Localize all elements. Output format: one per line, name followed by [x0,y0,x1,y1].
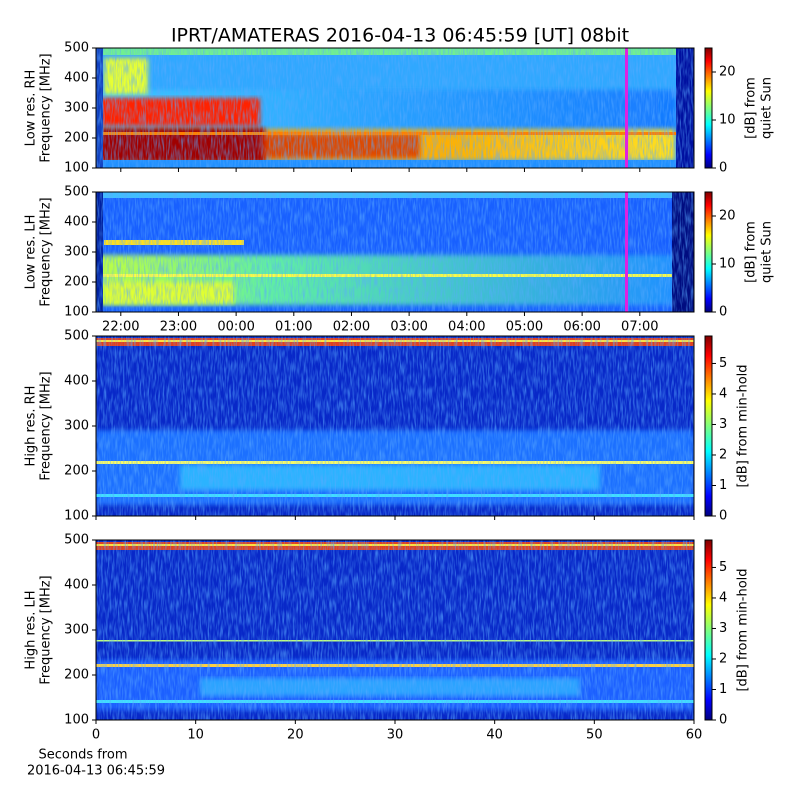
y-tick-label: 500 [64,329,89,344]
colorbar [704,539,713,721]
colorbar-tick-label: 20 [719,209,736,224]
y-axis-label: Frequency [MHz] [39,575,54,684]
colorbar-label: [dB] from min-hold [736,364,751,487]
colorbar-tick-label: 10 [719,257,736,272]
y-tick-label: 200 [64,668,89,683]
x-tick-label: 40 [486,728,503,743]
y-axis-label: Frequency [MHz] [39,197,54,306]
colorbar-tick-label: 4 [719,386,727,401]
y-tick-label: 500 [64,41,89,56]
colorbar-tick-label: 0 [719,509,727,524]
x-tick-label: 10 [187,728,204,743]
x-tick-label: 04:00 [448,320,485,335]
spectrogram-image [96,540,694,720]
figure-title: IPRT/AMATERAS 2016-04-13 06:45:59 [UT] 0… [171,25,629,47]
colorbar-tick-label: 4 [719,590,727,605]
y-axis-label: High res. LH [24,590,39,669]
y-axis-label: Frequency [MHz] [39,371,54,480]
colorbar-tick-label: 1 [719,682,727,697]
y-tick-label: 100 [64,509,89,524]
colorbar-tick-label: 2 [719,651,727,666]
x-tick-label: 00:00 [217,320,254,335]
colorbar-tick-label: 3 [719,621,727,636]
x-tick-label: 05:00 [506,320,543,335]
x-tick-label: 23:00 [160,320,197,335]
y-tick-label: 400 [64,578,89,593]
colorbar-tick-label: 10 [719,113,736,128]
colorbar-label: [dB] from [744,77,759,139]
colorbar-tick-label: 2 [719,447,727,462]
x-tick-label: 50 [586,728,603,743]
x-tick-label: 0 [92,728,100,743]
y-tick-label: 400 [64,374,89,389]
colorbar-tick-label: 5 [719,356,727,371]
x-tick-label: 20 [287,728,304,743]
x-tick-label: 06:00 [563,320,600,335]
y-tick-label: 200 [64,275,89,290]
y-tick-label: 100 [64,305,89,320]
y-tick-label: 400 [64,71,89,86]
y-tick-label: 400 [64,215,89,230]
x-tick-label: 22:00 [102,320,139,335]
y-axis-label: High res. RH [24,386,39,467]
y-axis-label: Low res. LH [24,215,39,290]
colorbar-tick-label: 0 [719,305,727,320]
y-tick-label: 500 [64,185,89,200]
plot-frame [95,539,695,721]
y-tick-label: 300 [64,419,89,434]
plot-frame [95,191,695,313]
colorbar-tick-label: 5 [719,560,727,575]
spectrogram-image [96,336,694,516]
spectrogram-image [96,192,694,312]
colorbar-tick-label: 1 [719,478,727,493]
y-tick-label: 200 [64,464,89,479]
y-tick-label: 100 [64,713,89,728]
x-tick-label: 07:00 [621,320,658,335]
colorbar-label: quiet Sun [760,221,775,283]
spectrogram-image [96,48,694,168]
y-tick-label: 200 [64,131,89,146]
x-tick-label: 03:00 [390,320,427,335]
x-axis-label: Seconds from [38,748,127,763]
colorbar-tick-label: 3 [719,417,727,432]
plot-frame [95,335,695,517]
colorbar [704,47,713,169]
colorbar-tick-label: 0 [719,713,727,728]
y-tick-label: 100 [64,161,89,176]
colorbar [704,335,713,517]
y-tick-label: 500 [64,533,89,548]
x-tick-label: 60 [686,728,703,743]
y-axis-label: Frequency [MHz] [39,53,54,162]
x-tick-label: 01:00 [275,320,312,335]
plot-frame [95,47,695,169]
y-axis-label: Low res. RH [24,70,39,147]
x-tick-label: 02:00 [333,320,370,335]
colorbar-label: [dB] from [744,221,759,283]
colorbar [704,191,713,313]
x-tick-label: 30 [387,728,404,743]
colorbar-tick-label: 20 [719,65,736,80]
y-tick-label: 300 [64,623,89,638]
colorbar-tick-label: 0 [719,161,727,176]
y-tick-label: 300 [64,101,89,116]
y-tick-label: 300 [64,245,89,260]
colorbar-label: quiet Sun [760,77,775,139]
x-axis-label: 2016-04-13 06:45:59 [27,764,165,779]
colorbar-label: [dB] from min-hold [736,568,751,691]
